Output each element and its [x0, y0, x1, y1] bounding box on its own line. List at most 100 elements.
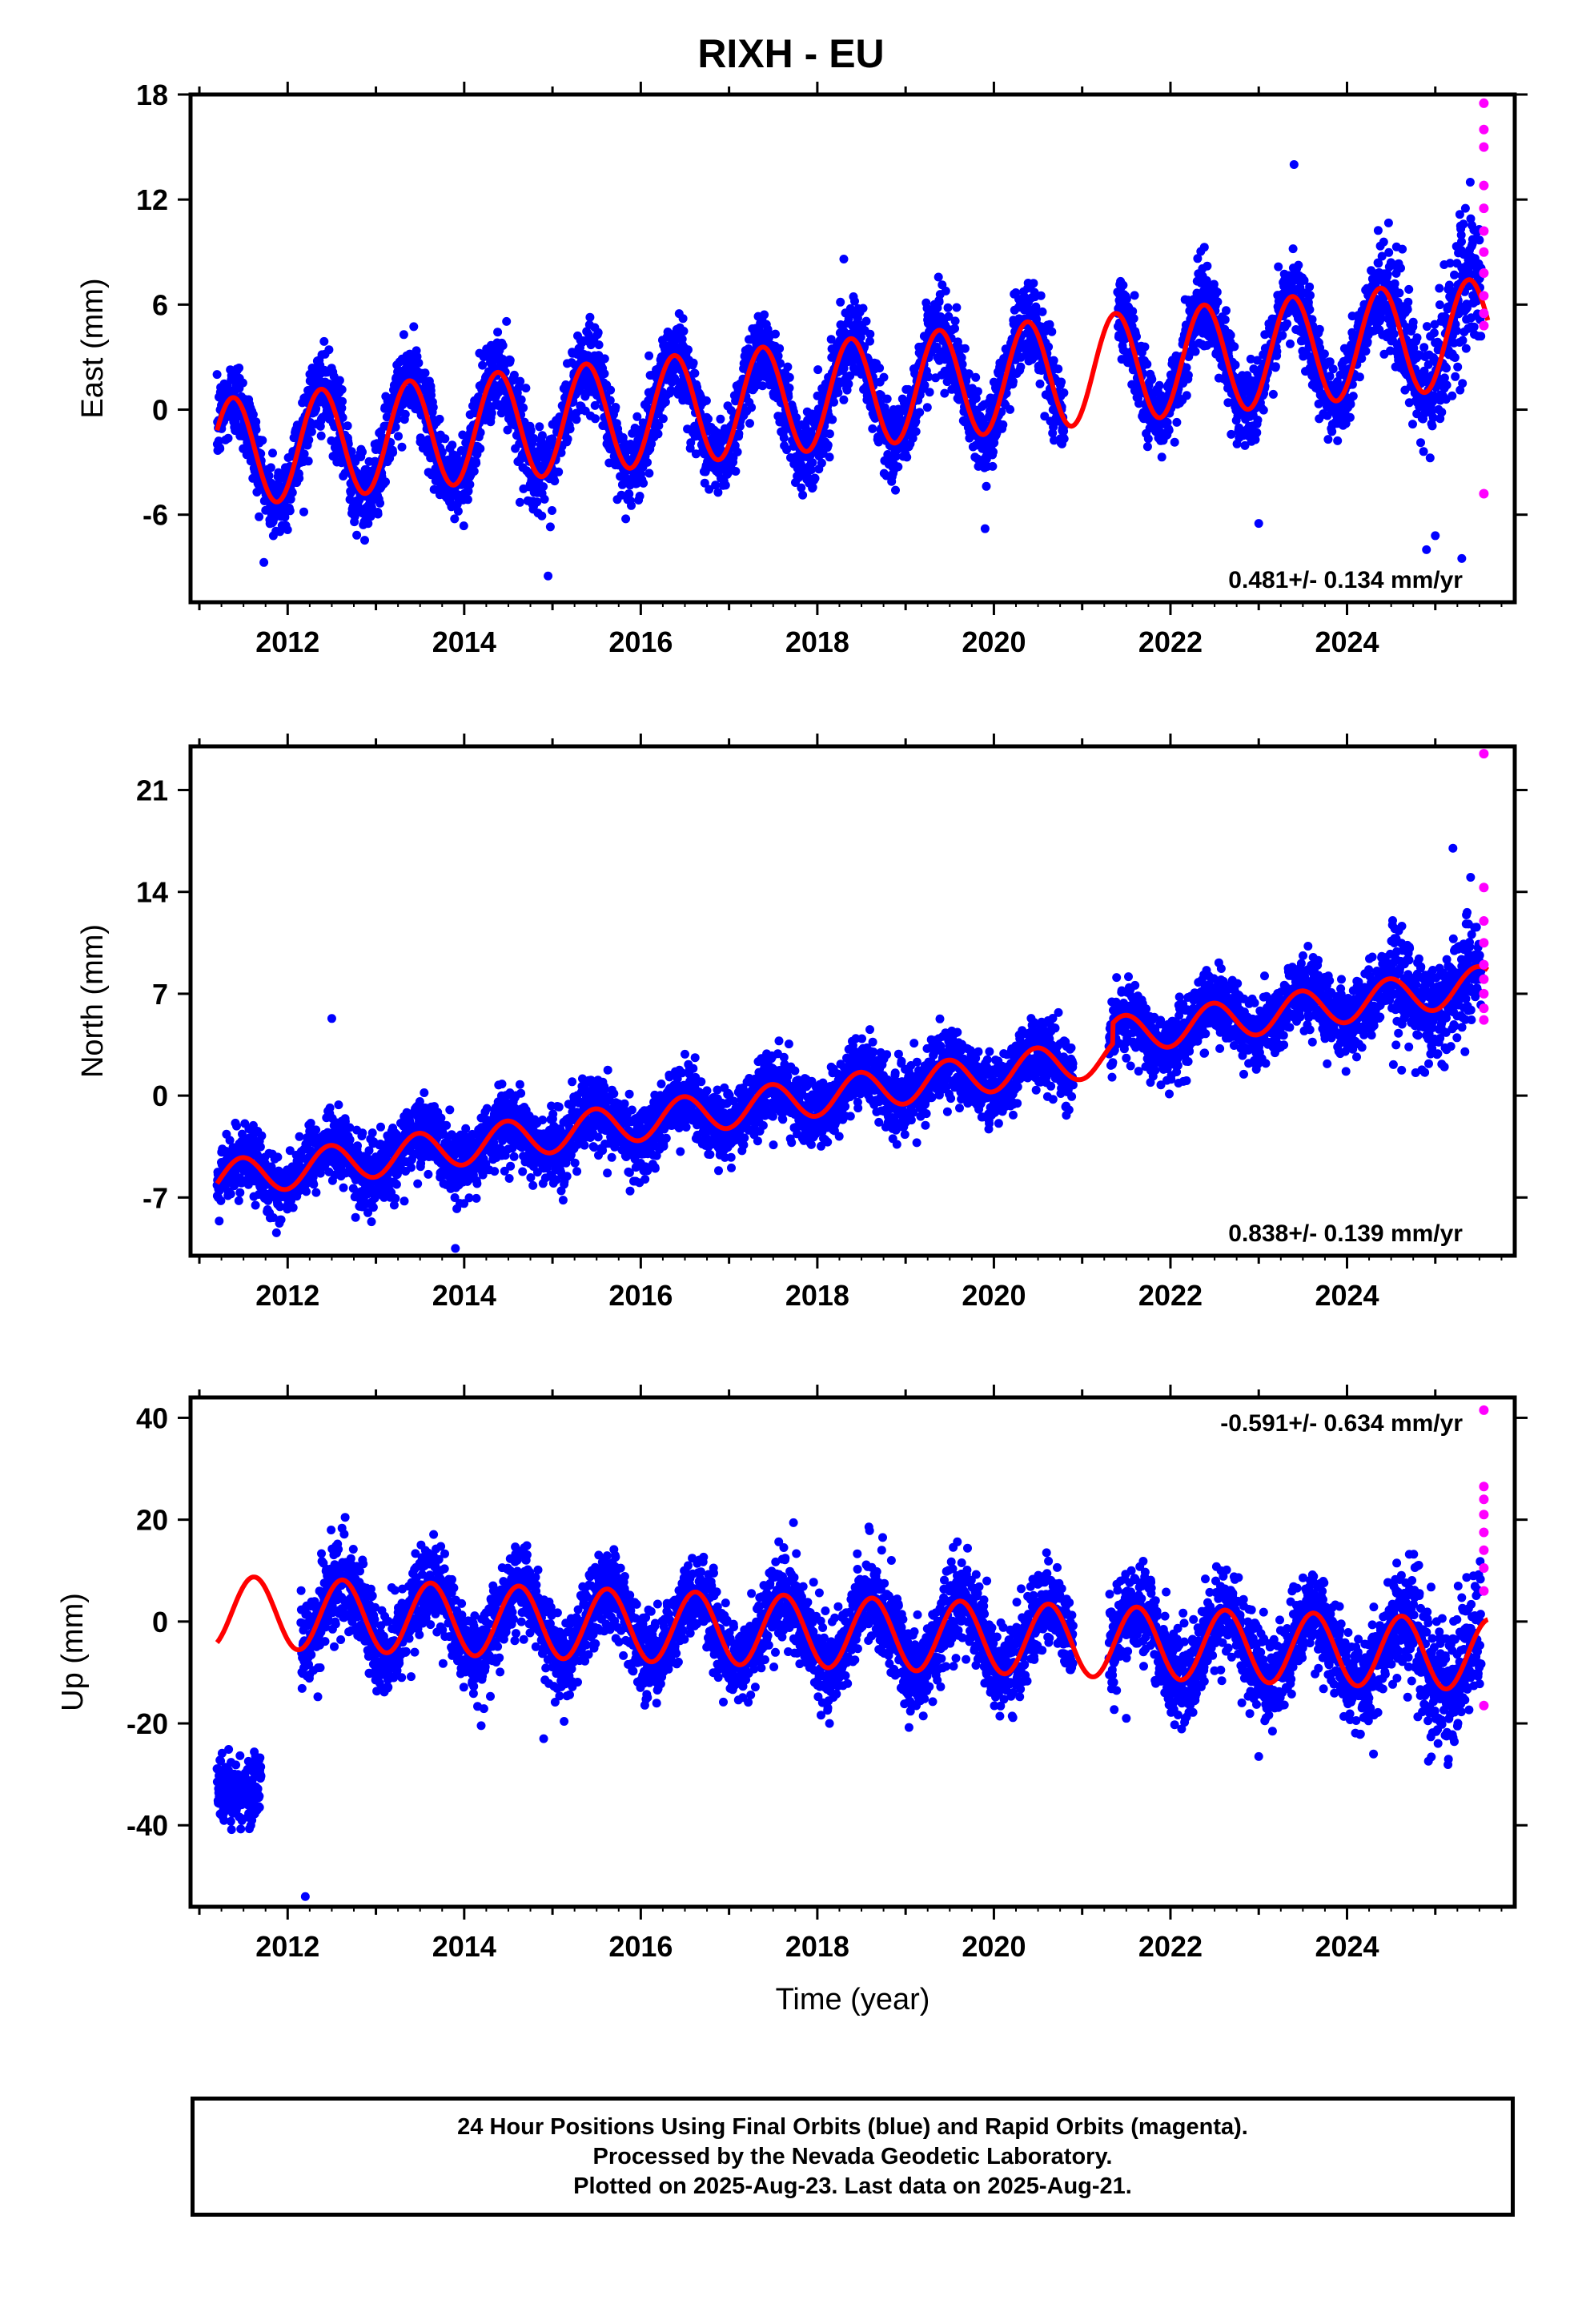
final-orbit-point — [347, 447, 356, 456]
final-orbit-point — [1396, 263, 1405, 273]
final-orbit-point — [1143, 434, 1153, 444]
final-orbit-point — [1425, 453, 1435, 463]
final-orbit-point — [1164, 425, 1174, 435]
final-orbit-point — [450, 514, 460, 524]
final-orbit-point — [833, 388, 843, 397]
final-orbit-point — [409, 322, 419, 332]
final-orbit-point — [1035, 379, 1045, 388]
final-orbit-point — [1305, 305, 1315, 315]
final-orbit-point — [1057, 377, 1066, 387]
final-orbit-point — [1154, 380, 1164, 390]
final-orbit-point — [644, 351, 654, 360]
final-orbit-point — [721, 480, 730, 490]
final-orbit-point — [493, 328, 503, 337]
final-orbit-point — [1170, 437, 1179, 447]
final-orbit-point — [600, 369, 609, 379]
final-orbit-point — [1142, 442, 1152, 452]
final-orbit-point — [934, 297, 944, 307]
final-orbit-point — [505, 356, 515, 365]
final-orbit-point — [925, 388, 934, 397]
final-orbit-point — [922, 403, 932, 412]
final-orbit-point — [1140, 342, 1150, 352]
final-orbit-point — [934, 272, 943, 282]
final-orbit-point — [572, 415, 581, 424]
final-orbit-point — [1450, 353, 1460, 362]
final-orbit-point — [731, 467, 741, 476]
final-orbit-point — [1213, 297, 1223, 307]
final-orbit-point — [1427, 421, 1437, 431]
final-orbit-point — [478, 360, 488, 370]
final-orbit-point — [1404, 284, 1414, 294]
final-orbit-point — [440, 434, 450, 444]
final-orbit-point — [798, 490, 808, 500]
final-orbit-point — [1403, 297, 1413, 307]
final-orbit-point — [366, 512, 375, 521]
final-orbit-point — [635, 492, 644, 501]
final-orbit-point — [1398, 244, 1407, 254]
final-orbit-point — [474, 392, 484, 401]
final-orbit-point — [487, 408, 496, 418]
final-orbit-point — [382, 412, 391, 422]
final-orbit-point — [1038, 307, 1047, 316]
final-orbit-point — [251, 425, 261, 434]
final-orbit-point — [585, 312, 595, 322]
final-orbit-point — [1416, 438, 1425, 448]
final-orbit-point — [388, 448, 398, 457]
final-orbit-point — [1345, 412, 1355, 422]
final-orbit-point — [1412, 333, 1422, 343]
final-orbit-point — [1157, 452, 1166, 462]
final-orbit-point — [611, 403, 620, 412]
final-orbit-point — [879, 372, 889, 382]
chart-panel-1: 2012 2014 2016 2018 2020 2022 2024-6061218East… — [76, 78, 1528, 658]
final-orbit-point — [865, 329, 875, 339]
final-orbit-point — [476, 444, 485, 453]
final-orbit-point — [943, 303, 953, 312]
final-orbit-point — [509, 370, 519, 380]
final-orbit-point — [238, 378, 247, 388]
final-orbit-point — [338, 413, 347, 422]
final-orbit-point — [684, 345, 693, 355]
final-orbit-point — [1047, 327, 1057, 336]
final-orbit-point — [1059, 388, 1069, 397]
final-orbit-point — [825, 429, 834, 439]
final-orbit-point — [915, 408, 925, 417]
final-orbit-point — [621, 514, 631, 524]
final-orbit-point — [381, 477, 390, 487]
final-orbit-point — [1203, 261, 1212, 271]
final-orbit-point — [971, 372, 981, 382]
final-orbit-point — [539, 482, 548, 492]
final-orbit-point — [1461, 344, 1471, 353]
final-orbit-point — [783, 362, 793, 372]
final-orbit-point — [1191, 347, 1200, 356]
final-orbit-point — [817, 458, 826, 468]
final-orbit-point — [745, 419, 754, 428]
final-orbit-point — [373, 509, 383, 519]
final-orbit-point — [335, 376, 344, 385]
final-orbit-point — [337, 385, 347, 394]
final-orbit-point — [627, 501, 636, 510]
final-orbit-point — [893, 462, 903, 472]
plot-area-1 — [212, 98, 1491, 581]
final-orbit-point — [775, 344, 785, 353]
final-orbit-point — [1408, 420, 1417, 429]
final-orbit-point — [526, 425, 536, 435]
final-orbit-point — [1016, 362, 1026, 372]
final-orbit-point — [1036, 291, 1046, 300]
final-orbit-point — [760, 310, 769, 320]
final-orbit-point — [704, 414, 713, 424]
final-orbit-point — [464, 486, 473, 496]
final-orbit-point — [343, 421, 352, 431]
final-orbit-point — [829, 397, 838, 407]
final-orbit-point — [394, 432, 403, 441]
final-orbit-point — [1278, 331, 1287, 340]
final-orbit-point — [1306, 291, 1315, 300]
final-orbit-point — [327, 436, 336, 445]
final-orbit-point — [286, 494, 295, 504]
final-orbit-point — [658, 414, 668, 424]
final-orbit-point — [463, 495, 472, 505]
final-orbit-point — [311, 404, 321, 413]
final-orbit-point — [591, 414, 600, 424]
final-orbit-point — [1422, 322, 1431, 332]
final-orbit-point — [352, 530, 362, 540]
final-orbit-point — [1288, 244, 1298, 254]
